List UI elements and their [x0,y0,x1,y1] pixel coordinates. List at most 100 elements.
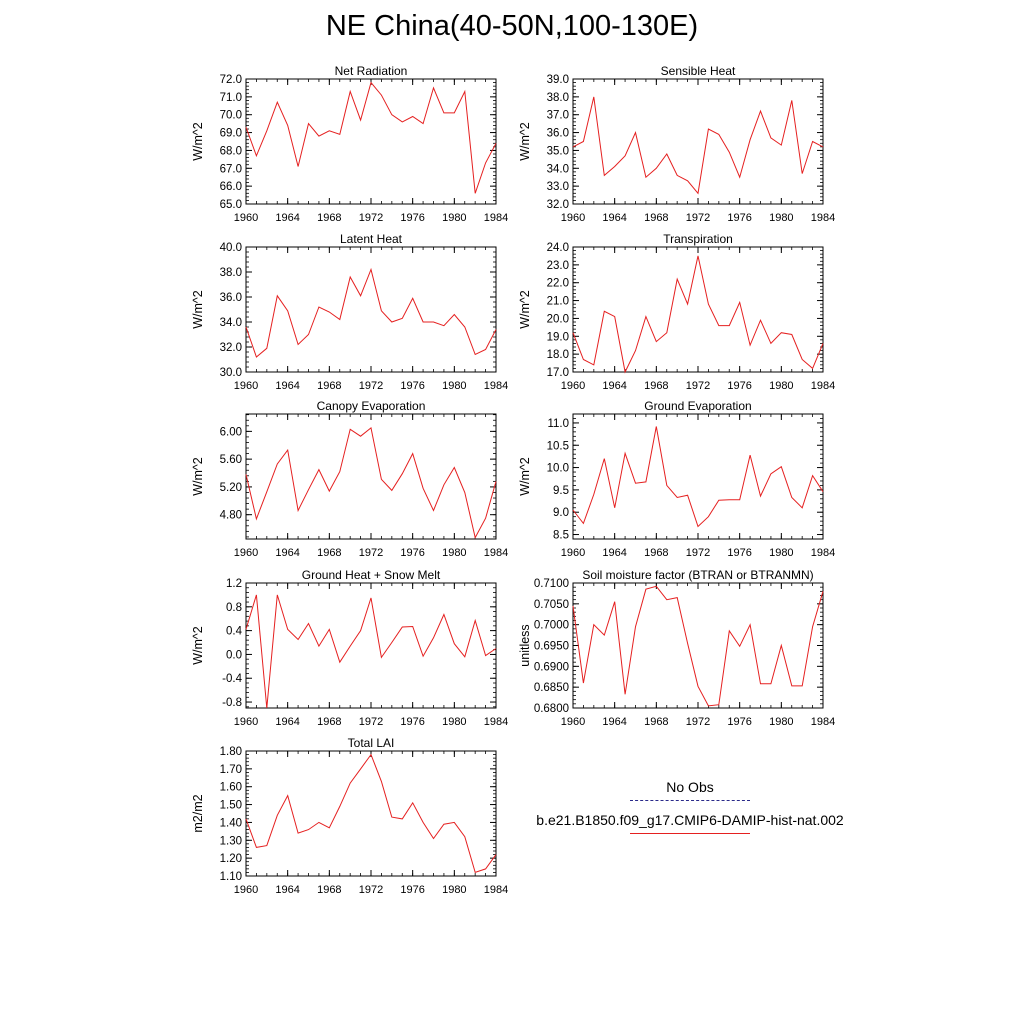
y-axis-label: W/m^2 [191,290,205,329]
y-tick-label: 20.0 [547,313,569,325]
x-tick-label: 1964 [602,212,626,224]
panel-7: 1960 1964 1968 1972 1976 1980 1984 0.6800 0.6850… [518,568,835,728]
y-tick-label: 0.4 [226,626,243,638]
y-tick-label: 32.0 [547,199,569,211]
x-tick-label: 1980 [769,380,793,392]
panel-6: 1960 1964 1968 1972 1976 1980 1984 -0.8 -0.4 0.0 0… [191,568,508,728]
y-tick-label: -0.4 [222,673,242,685]
series-line [245,753,497,874]
panel-title: Ground Evaporation [644,399,751,413]
plot-frame [572,78,824,205]
plot-frame [245,750,497,877]
x-tick-label: 1976 [727,212,751,224]
y-tick-label: 6.00 [220,426,242,438]
x-tick-label: 1984 [484,380,508,392]
y-tick-label: 0.7100 [534,578,569,590]
x-tick-label: 1964 [275,547,299,559]
y-tick-label: 1.30 [220,835,242,847]
x-tick-label: 1984 [811,212,835,224]
y-tick-label: 23.0 [547,260,569,272]
x-tick-label: 1972 [686,380,710,392]
x-tick-label: 1960 [234,547,258,559]
y-tick-label: 10.0 [547,463,569,475]
y-tick-label: 9.5 [553,485,569,497]
panel-title: Transpiration [663,232,733,246]
panel-title: Canopy Evaporation [317,399,426,413]
x-tick-label: 1960 [234,716,258,728]
y-tick-label: -0.8 [222,697,242,709]
y-tick-label: 1.70 [220,764,242,776]
x-tick-label: 1964 [275,716,299,728]
y-tick-label: 40.0 [220,242,242,254]
x-tick-label: 1976 [400,547,424,559]
y-tick-label: 1.10 [220,871,242,883]
legend-model-line [630,833,750,834]
panel-0: 1960 1964 1968 1972 1976 1980 1984 65.0 66.0 67.0… [191,64,508,224]
plot-frame [245,246,497,373]
x-tick-label: 1968 [644,380,668,392]
y-tick-label: 22.0 [547,278,569,290]
y-tick-label: 33.0 [547,181,569,193]
series-line [572,255,824,374]
x-tick-label: 1976 [727,716,751,728]
y-tick-label: 39.0 [547,74,569,86]
x-tick-label: 1972 [359,716,383,728]
x-tick-label: 1976 [400,716,424,728]
y-axis-label: m2/m2 [191,794,205,832]
y-tick-label: 1.50 [220,800,242,812]
x-tick-label: 1976 [727,380,751,392]
x-tick-label: 1976 [400,212,424,224]
series-line [572,585,824,707]
panel-title: Soil moisture factor (BTRAN or BTRANMN) [582,568,813,582]
y-tick-label: 36.0 [547,128,569,140]
x-tick-label: 1980 [442,547,466,559]
x-tick-label: 1972 [359,380,383,392]
y-axis-label: W/m^2 [518,290,532,329]
y-tick-label: 34.0 [220,317,242,329]
y-tick-label: 5.20 [220,482,242,494]
panel-title: Ground Heat + Snow Melt [302,568,441,582]
y-tick-label: 38.0 [547,92,569,104]
y-tick-label: 0.6950 [534,641,569,653]
y-tick-label: 0.6900 [534,661,569,673]
panel-4: 1960 1964 1968 1972 1976 1980 1984 4.80 5.20 5.60… [191,399,508,559]
x-tick-label: 1968 [644,547,668,559]
plot-frame [572,413,824,540]
panel-3: 1960 1964 1968 1972 1976 1980 1984 17.0 18.0 19.0… [518,232,835,392]
y-tick-label: 24.0 [547,242,569,254]
series-line [245,267,497,358]
y-tick-label: 1.60 [220,782,242,794]
y-tick-label: 0.8 [226,602,242,614]
x-tick-label: 1964 [602,716,626,728]
y-tick-label: 70.0 [220,110,242,122]
plot-frame [572,582,824,709]
y-tick-label: 68.0 [220,145,242,157]
x-tick-label: 1984 [811,380,835,392]
y-tick-label: 18.0 [547,349,569,361]
y-tick-label: 1.20 [220,853,242,865]
series-line [245,594,497,709]
y-tick-label: 1.80 [220,746,242,758]
y-tick-label: 1.2 [226,578,242,590]
panel-title: Net Radiation [335,64,408,78]
y-tick-label: 36.0 [220,292,242,304]
x-tick-label: 1960 [561,212,585,224]
x-tick-label: 1984 [484,547,508,559]
y-axis-label: W/m^2 [191,626,205,665]
x-tick-label: 1968 [644,716,668,728]
x-tick-label: 1972 [686,547,710,559]
legend-model-label: b.e21.B1850.f09_g17.CMIP6-DAMIP-hist-nat… [536,812,844,828]
y-tick-label: 0.7000 [534,620,569,632]
x-tick-label: 1972 [359,547,383,559]
y-axis-label: W/m^2 [191,122,205,161]
x-tick-label: 1964 [275,212,299,224]
x-tick-label: 1964 [275,884,299,896]
y-tick-label: 1.40 [220,817,242,829]
y-axis-label: unitless [518,624,532,666]
y-tick-label: 69.0 [220,128,242,140]
y-tick-label: 67.0 [220,163,242,175]
series-line [572,96,824,195]
y-tick-label: 65.0 [220,199,242,211]
x-tick-label: 1968 [317,380,341,392]
